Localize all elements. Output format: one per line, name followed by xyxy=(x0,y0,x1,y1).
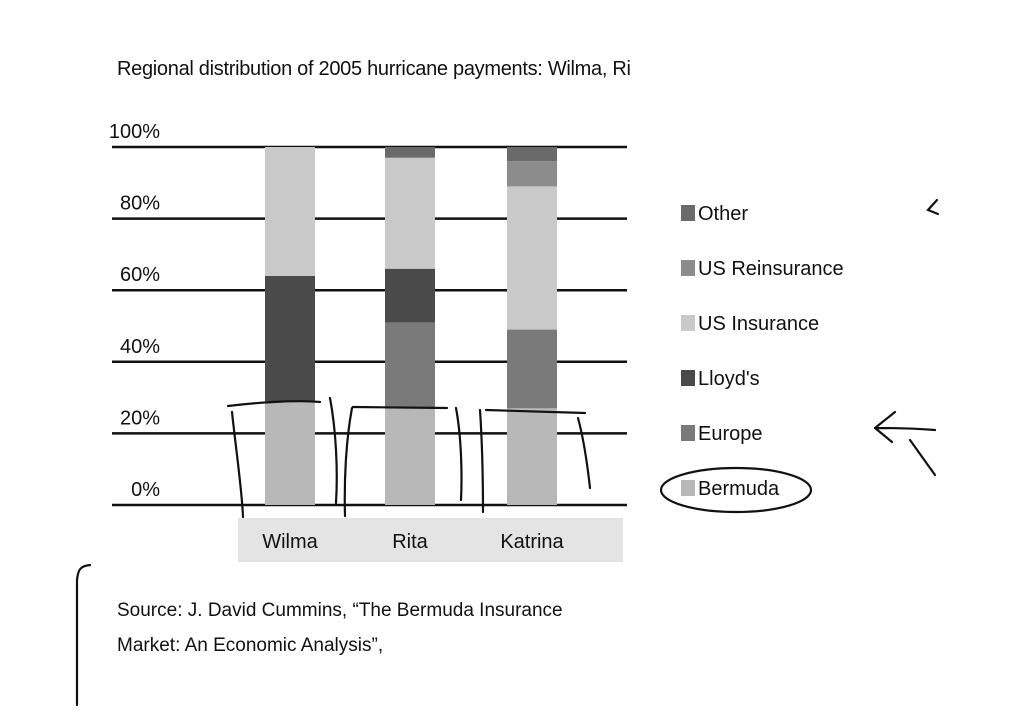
bar-segment-bermuda xyxy=(507,408,557,505)
y-tick-label: 60% xyxy=(120,264,160,286)
legend-swatch xyxy=(681,370,695,386)
bar-segment-us-insurance xyxy=(265,147,315,276)
legend-swatch xyxy=(681,425,695,441)
annotation-line xyxy=(226,400,322,408)
annotation-line xyxy=(484,408,587,415)
y-tick-label: 80% xyxy=(120,193,160,215)
bar-segment-lloyd-s xyxy=(385,268,435,323)
annotation-line xyxy=(908,438,937,477)
legend-swatch xyxy=(681,480,695,496)
y-tick-label: 20% xyxy=(120,407,160,429)
annotation-bracket xyxy=(75,563,92,707)
chart-title: Regional distribution of 2005 hurricane … xyxy=(117,58,631,80)
legend-label: US Insurance xyxy=(698,313,819,335)
legend-swatch xyxy=(681,315,695,331)
y-tick-label: 0% xyxy=(131,479,160,501)
legend-swatch xyxy=(681,205,695,221)
bar-segment-other xyxy=(385,147,435,158)
bar-segment-lloyd-s xyxy=(265,275,315,402)
bar-segment-us-insurance xyxy=(507,186,557,330)
legend-label: Lloyd's xyxy=(698,368,760,390)
legend-label: US Reinsurance xyxy=(698,258,844,280)
bar-segment-bermuda xyxy=(265,401,315,505)
annotation-circle xyxy=(659,466,813,514)
annotation-line xyxy=(454,406,463,502)
bar-segment-us-insurance xyxy=(385,157,435,269)
annotation-line xyxy=(351,405,449,410)
y-tick-label: 100% xyxy=(109,121,160,143)
bar-segment-europe xyxy=(385,322,435,409)
x-tick-label: Katrina xyxy=(500,531,564,553)
legend-swatch xyxy=(681,260,695,276)
x-tick-label: Rita xyxy=(392,531,428,553)
annotation-mark xyxy=(926,198,940,216)
annotation-line xyxy=(576,416,592,490)
bar-segment-bermuda xyxy=(385,408,435,505)
x-label-band xyxy=(238,518,623,562)
bar-segment-other xyxy=(507,147,557,162)
bar-segment-europe xyxy=(507,329,557,409)
source-note: Source: J. David Cummins, “The Bermuda I… xyxy=(117,593,563,663)
annotation-line xyxy=(478,408,485,514)
legend-label: Other xyxy=(698,203,748,225)
source-line-1: Source: J. David Cummins, “The Bermuda I… xyxy=(117,600,563,621)
legend-label: Europe xyxy=(698,423,763,445)
handwritten-annotations xyxy=(75,198,940,707)
annotation-line xyxy=(328,396,338,505)
annotation-line xyxy=(343,406,354,518)
annotation-line xyxy=(230,410,245,519)
bar-segment-us-reinsurance xyxy=(507,161,557,187)
legend-label: Bermuda xyxy=(698,478,780,500)
y-tick-label: 40% xyxy=(120,336,160,358)
x-tick-label: Wilma xyxy=(262,531,318,553)
annotation-arrow xyxy=(873,410,937,444)
source-line-2: Market: An Economic Analysis”, xyxy=(117,635,384,656)
